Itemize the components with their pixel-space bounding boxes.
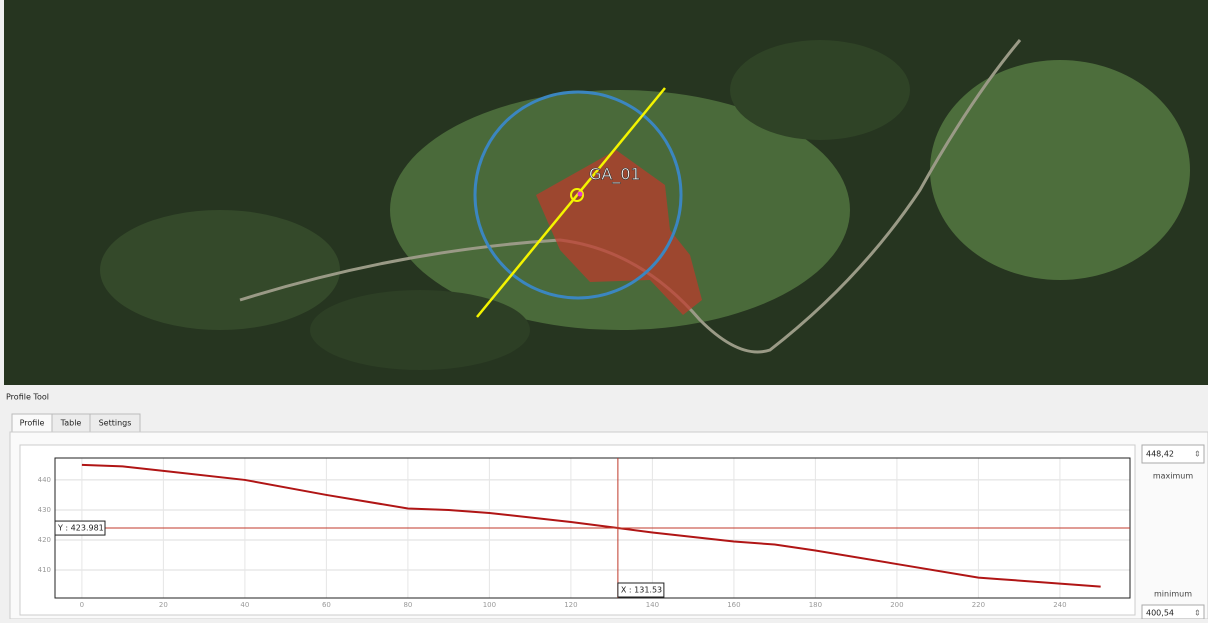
- x-tick-label: 120: [564, 601, 577, 609]
- tab-label[interactable]: Table: [60, 419, 82, 428]
- x-tick-label: 220: [972, 601, 985, 609]
- screen: GA_01 Profile Tool ProfileTableSettings …: [0, 0, 1208, 619]
- page: GA_01 Profile Tool ProfileTableSettings …: [0, 0, 1208, 619]
- tab-label[interactable]: Settings: [99, 419, 132, 428]
- spinbox-label: minimum: [1154, 590, 1192, 599]
- x-tick-label: 180: [809, 601, 822, 609]
- spinbox-value: 400,54: [1146, 609, 1174, 618]
- spinbox-value: 448,42: [1146, 450, 1174, 459]
- spin-arrows[interactable]: ⇕: [1194, 450, 1201, 459]
- y-tick-label: 410: [38, 566, 51, 574]
- y-tick-label: 430: [38, 506, 51, 514]
- map: GA_01: [4, 0, 1208, 385]
- trees: [310, 290, 530, 370]
- spinbox-label: maximum: [1153, 472, 1194, 481]
- feature-label: GA_01: [589, 165, 641, 185]
- feature-point: [578, 192, 583, 197]
- x-tick-label: 0: [80, 601, 84, 609]
- x-tick-label: 240: [1053, 601, 1066, 609]
- tabs: Profile Table Settings: [12, 414, 140, 432]
- x-tick-label: 20: [159, 601, 168, 609]
- cursor-x-label: X : 131.53: [621, 586, 662, 595]
- x-tick-label: 140: [646, 601, 659, 609]
- x-tick-label: 160: [727, 601, 740, 609]
- x-tick-label: 60: [322, 601, 331, 609]
- field: [100, 210, 340, 330]
- tab-label[interactable]: Profile: [20, 419, 45, 428]
- panel-title: Profile Tool: [6, 393, 49, 402]
- x-tick-label: 40: [240, 601, 249, 609]
- trees: [730, 40, 910, 140]
- cursor-y-label: Y : 423.981: [57, 524, 104, 533]
- y-tick-label: 420: [38, 536, 51, 544]
- field: [930, 60, 1190, 280]
- y-tick-label: 440: [38, 476, 51, 484]
- x-tick-label: 80: [403, 601, 412, 609]
- x-tick-label: 200: [890, 601, 903, 609]
- x-tick-label: 100: [483, 601, 496, 609]
- chart-frame: [20, 445, 1135, 615]
- spin-arrows[interactable]: ⇕: [1194, 609, 1201, 618]
